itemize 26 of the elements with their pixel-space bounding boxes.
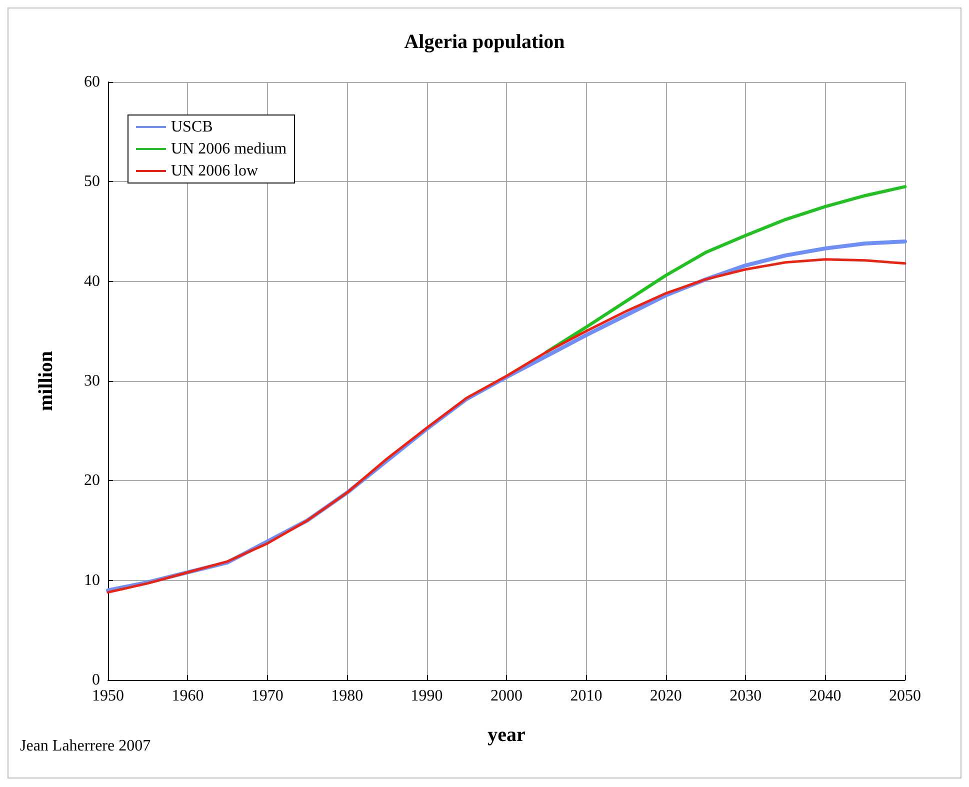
- x-tick-label: 1980: [331, 688, 364, 704]
- legend-label: UN 2006 low: [171, 162, 259, 180]
- y-tick-label: 50: [84, 173, 100, 190]
- x-tick-label: 2030: [730, 688, 762, 704]
- y-tick-label: 60: [84, 74, 100, 90]
- x-tick-label: 2010: [570, 688, 602, 704]
- y-tick-label: 10: [84, 572, 100, 589]
- y-tick-label: 40: [84, 272, 100, 290]
- line-series: [544, 185, 907, 354]
- x-tick-label: 1950: [92, 688, 124, 704]
- x-tick-label: 1960: [172, 688, 204, 704]
- text: Jean Laherrere 2007: [20, 738, 151, 754]
- x-tick-label: 1990: [410, 688, 443, 704]
- x-tick-label: 2020: [650, 688, 682, 704]
- x-tick-label: 1970: [251, 688, 284, 704]
- x-tick-label: 2000: [490, 688, 522, 704]
- x-tick-label: 2040: [809, 688, 842, 704]
- y-tick-label: 30: [84, 372, 100, 390]
- chart-title: Algeria population: [404, 31, 565, 53]
- y-axis-title: million: [35, 350, 57, 412]
- legend-label: USCB: [171, 118, 213, 136]
- y-tick-label: 0: [92, 672, 100, 688]
- legend-label: UN 2006 medium: [171, 140, 288, 158]
- y-tick-label: 20: [84, 472, 100, 490]
- x-axis-title: year: [488, 724, 526, 746]
- x-tick-label: 2050: [889, 688, 921, 704]
